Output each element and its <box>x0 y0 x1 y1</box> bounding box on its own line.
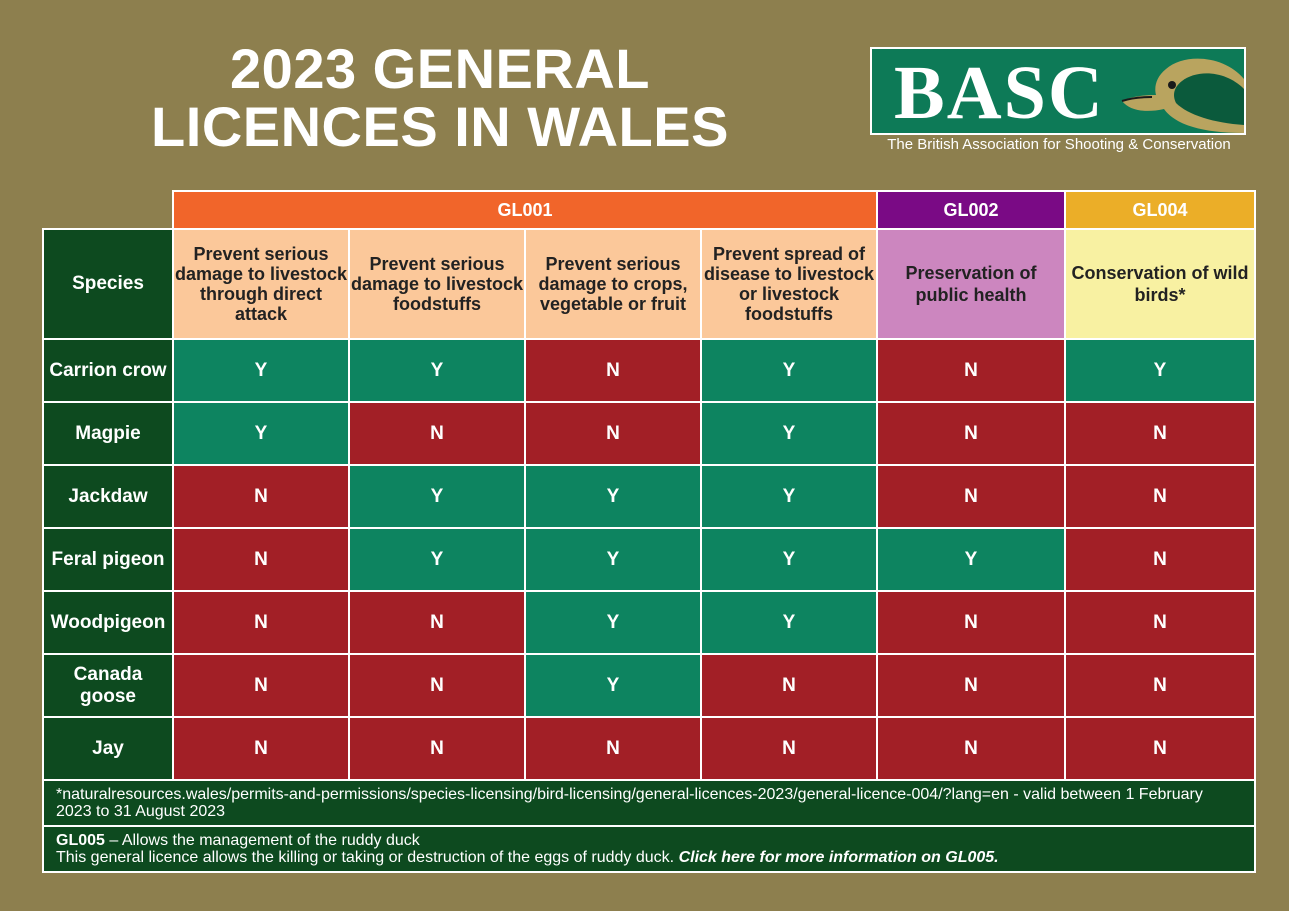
licence-cell: Y <box>172 401 350 466</box>
species-name: Canada goose <box>42 653 174 718</box>
species-name: Feral pigeon <box>42 527 174 592</box>
licence-cell: N <box>524 401 702 466</box>
corner-blank <box>43 191 173 229</box>
licence-cell: N <box>348 590 526 655</box>
licence-cell: Y <box>348 338 526 403</box>
gl005-code: GL005 <box>56 832 105 849</box>
licence-cell: N <box>348 653 526 718</box>
species-header: Species <box>42 228 174 340</box>
species-name: Jay <box>42 716 174 781</box>
page-title: 2023 GENERAL LICENCES IN WALES <box>90 40 790 156</box>
licence-cell: N <box>524 716 702 781</box>
licence-cell: Y <box>524 590 702 655</box>
licence-cell: Y <box>524 527 702 592</box>
licence-cell: N <box>876 464 1066 529</box>
purpose-header: Prevent spread of disease to livestock o… <box>700 228 878 340</box>
licence-cell: Y <box>348 527 526 592</box>
licence-cell: N <box>524 338 702 403</box>
licence-cell: Y <box>524 464 702 529</box>
purpose-header: Preservation of public health <box>876 228 1066 340</box>
licence-cell: N <box>1064 716 1256 781</box>
licence-cell: Y <box>700 590 878 655</box>
licence-cell: N <box>876 653 1066 718</box>
purpose-header: Prevent serious damage to livestock food… <box>348 228 526 340</box>
licence-cell: N <box>876 338 1066 403</box>
group-header-gl001: GL001 <box>172 190 878 230</box>
licence-cell: Y <box>348 464 526 529</box>
licence-cell: N <box>1064 464 1256 529</box>
table-row: Carrion crow Y Y N Y N Y <box>42 338 1256 403</box>
licence-cell: N <box>876 401 1066 466</box>
table-row: Woodpigeon N N Y Y N N <box>42 590 1256 655</box>
table-row: Jackdaw N Y Y Y N N <box>42 464 1256 529</box>
purpose-header: Conservation of wild birds* <box>1064 228 1256 340</box>
licence-cell: Y <box>876 527 1066 592</box>
purpose-header: Prevent serious damage to livestock thro… <box>172 228 350 340</box>
title-line-2: LICENCES IN WALES <box>151 95 729 158</box>
basc-logo: BASC <box>870 47 1246 135</box>
group-header-gl002: GL002 <box>876 190 1066 230</box>
logo-subtitle: The British Association for Shooting & C… <box>887 136 1231 153</box>
licence-cell: N <box>700 716 878 781</box>
table-row: Canada goose N N Y N N N <box>42 653 1256 718</box>
licence-cell: N <box>700 653 878 718</box>
gl005-text: This general licence allows the killing … <box>56 849 679 866</box>
species-name: Carrion crow <box>42 338 174 403</box>
licence-cell: N <box>876 590 1066 655</box>
licence-cell: Y <box>524 653 702 718</box>
duck-head-icon <box>1121 58 1244 133</box>
licence-cell: N <box>348 716 526 781</box>
gl005-info: GL005 – Allows the management of the rud… <box>42 825 1256 873</box>
species-name: Woodpigeon <box>42 590 174 655</box>
species-name: Magpie <box>42 401 174 466</box>
licence-cell: N <box>1064 590 1256 655</box>
licence-cell: N <box>876 716 1066 781</box>
licence-cell: N <box>348 401 526 466</box>
group-header-gl004: GL004 <box>1064 190 1256 230</box>
title-line-1: 2023 GENERAL <box>230 37 650 100</box>
licence-cell: N <box>172 716 350 781</box>
licence-cell: N <box>1064 401 1256 466</box>
licence-cell: Y <box>172 338 350 403</box>
logo-text: BASC <box>894 51 1105 135</box>
licence-cell: Y <box>700 527 878 592</box>
licence-cell: N <box>1064 527 1256 592</box>
licence-cell: Y <box>700 401 878 466</box>
table-row: Jay N N N N N N <box>42 716 1256 781</box>
gl005-link[interactable]: Click here for more information on GL005… <box>678 849 999 866</box>
table-row: Feral pigeon N Y Y Y Y N <box>42 527 1256 592</box>
licence-cell: N <box>172 464 350 529</box>
licence-cell: N <box>172 590 350 655</box>
purpose-header: Prevent serious damage to crops, vegetab… <box>524 228 702 340</box>
licence-cell: Y <box>700 338 878 403</box>
footnote: *naturalresources.wales/permits-and-perm… <box>42 779 1256 827</box>
gl005-title: – Allows the management of the ruddy duc… <box>104 832 420 849</box>
licence-cell: Y <box>1064 338 1256 403</box>
licence-table: GL001 GL002 GL004 Species Prevent seriou… <box>42 190 1256 873</box>
species-name: Jackdaw <box>42 464 174 529</box>
licence-cell: N <box>1064 653 1256 718</box>
table-row: Magpie Y N N Y N N <box>42 401 1256 466</box>
licence-cell: N <box>172 653 350 718</box>
licence-cell: N <box>172 527 350 592</box>
licence-cell: Y <box>700 464 878 529</box>
